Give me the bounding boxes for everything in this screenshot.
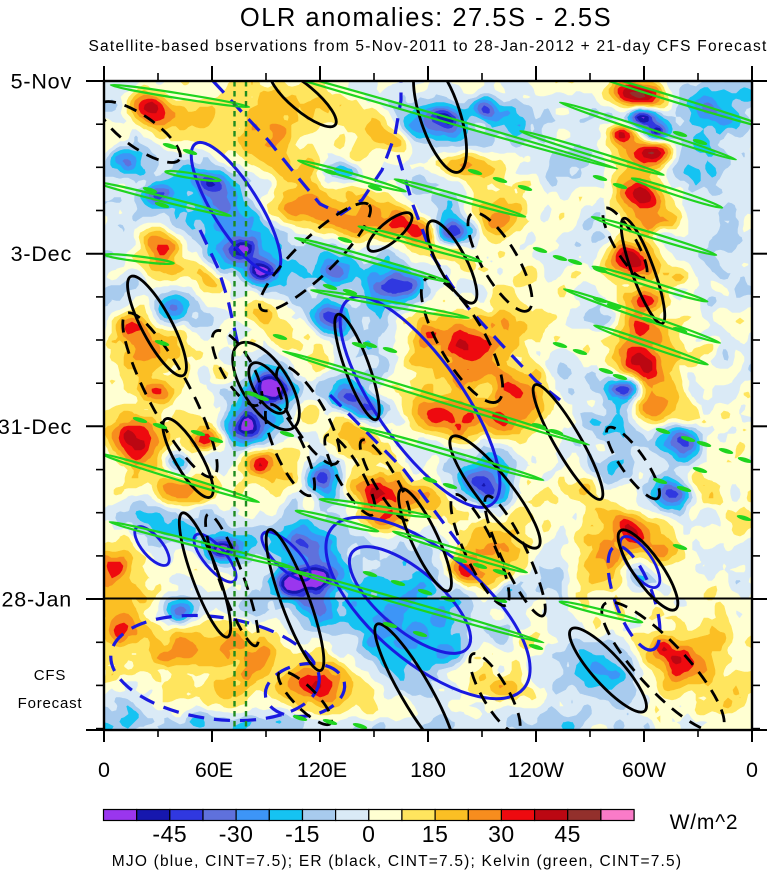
svg-text:31-Dec: 31-Dec bbox=[0, 415, 72, 439]
svg-text:45: 45 bbox=[554, 821, 581, 847]
svg-text:120E: 120E bbox=[297, 758, 347, 782]
svg-text:MJO (blue, CINT=7.5); ER (blac: MJO (blue, CINT=7.5); ER (black, CINT=7.… bbox=[112, 853, 682, 870]
svg-text:CFS: CFS bbox=[34, 667, 66, 684]
svg-text:15: 15 bbox=[422, 821, 449, 847]
svg-text:180: 180 bbox=[410, 758, 446, 782]
svg-text:-15: -15 bbox=[285, 821, 320, 847]
svg-text:28-Jan: 28-Jan bbox=[1, 588, 72, 612]
svg-text:-45: -45 bbox=[152, 821, 187, 847]
svg-text:0: 0 bbox=[98, 758, 110, 782]
svg-text:Forecast: Forecast bbox=[18, 695, 83, 712]
svg-text:0: 0 bbox=[362, 821, 375, 847]
svg-text:60W: 60W bbox=[622, 758, 667, 782]
svg-text:3-Dec: 3-Dec bbox=[11, 242, 72, 266]
svg-text:-30: -30 bbox=[219, 821, 254, 847]
svg-text:60E: 60E bbox=[195, 758, 233, 782]
svg-text:OLR anomalies: 27.5S - 2.5S: OLR anomalies: 27.5S - 2.5S bbox=[240, 4, 612, 32]
svg-text:5-Nov: 5-Nov bbox=[11, 70, 72, 94]
svg-text:Satellite-based bservations fr: Satellite-based bservations from 5-Nov-2… bbox=[88, 38, 767, 55]
svg-text:120W: 120W bbox=[508, 758, 565, 782]
svg-text:0: 0 bbox=[746, 758, 758, 782]
svg-text:W/m^2: W/m^2 bbox=[670, 811, 739, 834]
svg-text:30: 30 bbox=[488, 821, 515, 847]
